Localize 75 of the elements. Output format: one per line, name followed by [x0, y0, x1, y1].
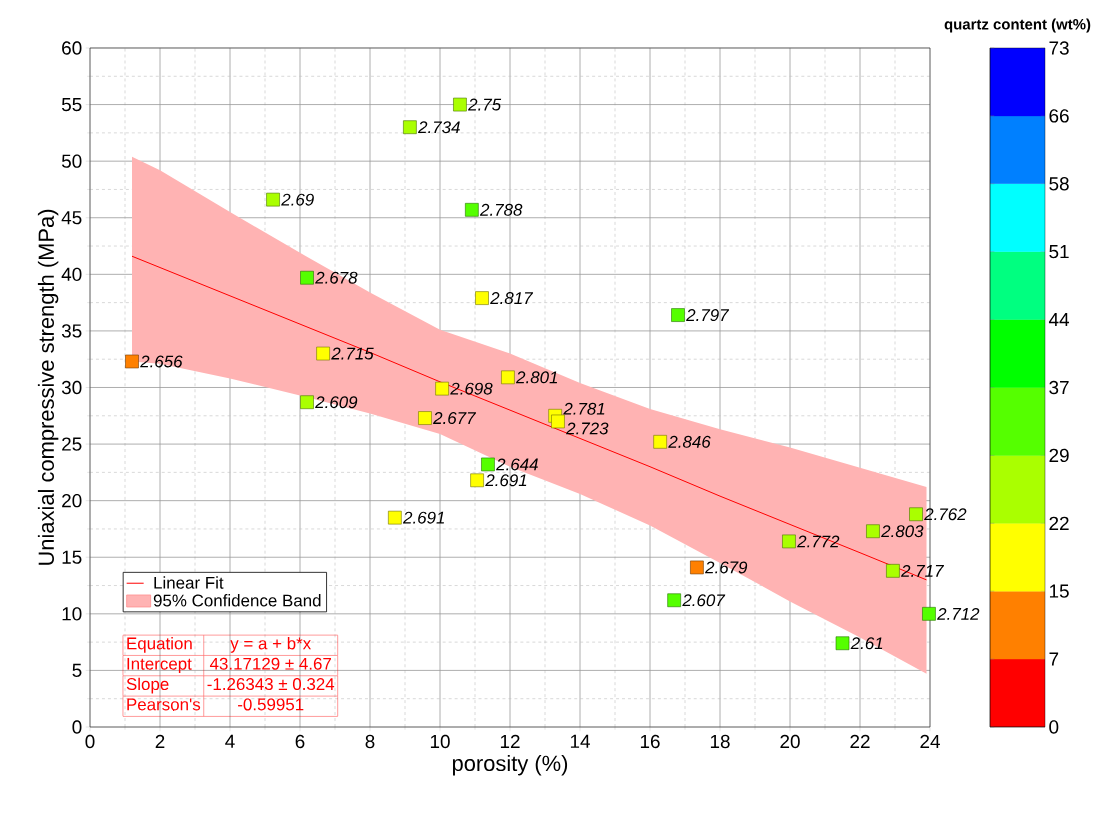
y-tick-label: 40 — [61, 267, 82, 282]
x-tick-label: 4 — [225, 734, 235, 748]
x-tick-label: 8 — [365, 734, 375, 749]
x-tick-label: 14 — [570, 734, 590, 748]
annotation: 2.717 — [901, 564, 944, 577]
color-bar-label: 66 — [1049, 109, 1069, 123]
annotation: 2.712 — [937, 607, 980, 620]
color-bar-label: 7 — [1049, 652, 1059, 666]
x-tick-label: 16 — [640, 734, 660, 749]
y-tick-label: 5 — [72, 663, 82, 678]
color-bar-label: 0 — [1049, 720, 1059, 734]
annotation: 2.803 — [881, 525, 924, 538]
annotation: 2.817 — [490, 292, 534, 305]
annotation: 2.723 — [566, 422, 609, 435]
annotation: y = a + b*x — [230, 637, 311, 653]
annotation: -1.26343 ± 0.324 — [207, 678, 335, 691]
y-tick-label: 30 — [61, 380, 82, 395]
y-tick-label: 45 — [61, 211, 82, 225]
annotation: 2.781 — [563, 402, 605, 415]
x-tick-label: 0 — [85, 734, 95, 749]
annotation: 2.678 — [315, 271, 358, 284]
annotation: Intercept — [127, 657, 192, 674]
annotation: 2.691 — [402, 511, 444, 524]
x-tick-label: 24 — [920, 734, 940, 748]
annotation: 2.691 — [485, 474, 527, 487]
annotation: 2.846 — [668, 435, 711, 448]
annotation: Equation — [127, 637, 192, 653]
annotation: 2.677 — [433, 412, 477, 425]
annotation: 43.17129 ± 4.67 — [209, 657, 331, 670]
color-bar-label: 29 — [1049, 448, 1069, 463]
annotation: -0.59951 — [238, 698, 304, 711]
annotation: 95% Confidence Band — [153, 594, 321, 607]
y-tick-label: 55 — [61, 97, 82, 112]
x-tick-label: 6 — [295, 734, 305, 749]
annotation: 2.656 — [140, 355, 183, 368]
annotation: 2.644 — [496, 458, 538, 471]
color-bar-title: quartz content (wt%) — [944, 18, 1091, 33]
annotation: 2.762 — [924, 508, 967, 521]
annotation: 2.797 — [686, 309, 730, 322]
y-axis-title: Uniaxial compressive strength (MPa) — [37, 209, 59, 565]
y-tick-label: 20 — [62, 493, 82, 508]
annotation: Slope — [126, 677, 169, 694]
annotation: 2.801 — [516, 371, 558, 384]
color-bar-label: 58 — [1049, 177, 1069, 191]
annotation: 2.61 — [850, 637, 883, 650]
color-bar-label: 15 — [1049, 584, 1069, 598]
annotation: 2.75 — [468, 98, 502, 111]
annotation: Pearson's — [127, 698, 201, 711]
y-tick-label: 35 — [61, 324, 82, 338]
x-axis-title: porosity (%) — [452, 755, 568, 776]
annotation: 2.734 — [418, 121, 460, 134]
y-tick-label: 0 — [72, 720, 82, 734]
color-bar-label: 73 — [1049, 41, 1069, 55]
y-tick-label: 25 — [62, 437, 82, 451]
color-bar-label: 44 — [1048, 313, 1070, 327]
x-tick-label: 22 — [850, 734, 870, 748]
y-tick-label: 50 — [61, 154, 82, 168]
annotation: 2.607 — [682, 594, 726, 607]
x-tick-label: 20 — [780, 734, 800, 749]
color-bar-label: 37 — [1049, 380, 1069, 395]
annotation: 2.609 — [315, 396, 358, 409]
x-tick-label: 10 — [430, 734, 450, 749]
x-tick-label: 2 — [155, 734, 165, 748]
annotation: 2.679 — [705, 561, 748, 574]
legend-label: Linear Fit — [154, 576, 224, 589]
y-tick-label: 10 — [62, 607, 82, 621]
x-tick-label: 18 — [710, 734, 730, 749]
annotation: 2.715 — [331, 347, 374, 360]
x-tick-label: 12 — [500, 734, 520, 748]
annotation: 2.788 — [479, 203, 523, 216]
color-bar-label: 22 — [1049, 516, 1069, 530]
y-tick-label: 15 — [62, 550, 82, 564]
annotation: 2.69 — [281, 193, 314, 206]
color-bar-label: 51 — [1049, 245, 1069, 259]
y-tick-label: 60 — [62, 41, 82, 55]
